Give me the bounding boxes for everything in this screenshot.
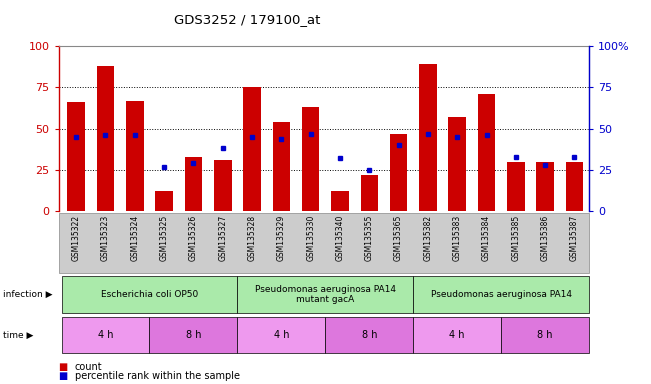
Text: percentile rank within the sample: percentile rank within the sample [75,371,240,381]
Bar [449,117,466,211]
Bar [302,107,320,211]
Text: Escherichia coli OP50: Escherichia coli OP50 [101,290,198,299]
Bar [97,66,115,211]
Bar [243,88,261,211]
Bar [68,102,85,211]
Bar [419,64,437,211]
Bar [478,94,495,211]
Bar [156,191,173,211]
Text: 8 h: 8 h [361,330,377,340]
Text: infection ▶: infection ▶ [3,290,53,299]
Text: 8 h: 8 h [186,330,201,340]
Bar [185,157,202,211]
Bar [507,162,525,211]
Text: GSM135327: GSM135327 [218,215,227,261]
Text: ■: ■ [59,362,68,372]
Text: GSM135330: GSM135330 [306,215,315,262]
Text: GSM135329: GSM135329 [277,215,286,261]
Text: GSM135355: GSM135355 [365,215,374,262]
Bar [214,160,232,211]
Text: GSM135382: GSM135382 [423,215,432,261]
Text: GSM135322: GSM135322 [72,215,81,261]
Bar [273,122,290,211]
Bar [331,191,349,211]
Text: GSM135328: GSM135328 [247,215,256,261]
Text: count: count [75,362,102,372]
Text: GSM135387: GSM135387 [570,215,579,261]
Text: GSM135326: GSM135326 [189,215,198,261]
Bar [390,134,408,211]
Bar [536,162,554,211]
Text: GDS3252 / 179100_at: GDS3252 / 179100_at [174,13,320,26]
Text: GSM135323: GSM135323 [101,215,110,261]
Text: GSM135365: GSM135365 [394,215,403,262]
Text: Pseudomonas aeruginosa PA14
mutant gacA: Pseudomonas aeruginosa PA14 mutant gacA [255,285,396,305]
Text: 4 h: 4 h [98,330,113,340]
Bar [566,162,583,211]
Text: time ▶: time ▶ [3,331,34,339]
Text: GSM135340: GSM135340 [335,215,344,262]
Text: ■: ■ [59,371,68,381]
Text: GSM135384: GSM135384 [482,215,491,261]
Text: GSM135324: GSM135324 [130,215,139,261]
Text: GSM135386: GSM135386 [541,215,549,261]
Text: 4 h: 4 h [449,330,465,340]
Text: GSM135383: GSM135383 [452,215,462,261]
Text: 8 h: 8 h [538,330,553,340]
Text: Pseudomonas aeruginosa PA14: Pseudomonas aeruginosa PA14 [431,290,572,299]
Text: GSM135385: GSM135385 [512,215,520,261]
Text: GSM135325: GSM135325 [159,215,169,261]
Bar [126,101,144,211]
Text: 4 h: 4 h [273,330,289,340]
Bar [361,175,378,211]
